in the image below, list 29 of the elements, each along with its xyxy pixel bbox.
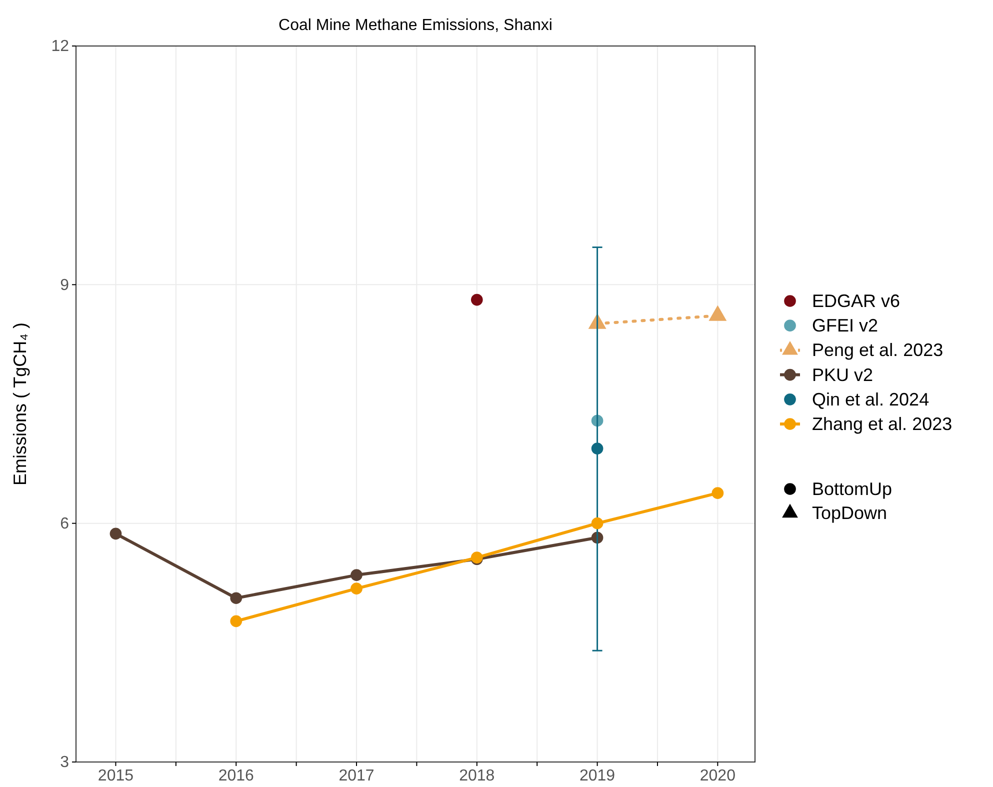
- point: [712, 487, 724, 500]
- point: [350, 569, 362, 581]
- y-axis-title: Emissions ( TgCH₄ ): [10, 322, 30, 486]
- point: [350, 582, 362, 594]
- legend-label: EDGAR v6: [812, 291, 900, 311]
- text: TopDown: [812, 503, 888, 523]
- x-tick-label: 2016: [218, 767, 254, 784]
- point: [110, 528, 122, 540]
- x-tick-label: 2018: [459, 767, 495, 784]
- legend-label: Qin et al. 2024: [812, 389, 930, 410]
- chart-title: Coal Mine Methane Emissions, Shanxi: [278, 17, 552, 34]
- y-tick-label: 12: [51, 38, 70, 56]
- x-tick-label: 2020: [700, 767, 736, 784]
- legend-label: Zhang et al. 2023: [812, 414, 952, 434]
- y-tick-label: 6: [60, 515, 70, 532]
- point: [591, 517, 604, 530]
- point: [591, 442, 604, 454]
- point: [230, 592, 242, 604]
- legend-label: PKU v2: [812, 364, 874, 385]
- y-tick-label: 9: [60, 276, 70, 294]
- x-tick-label: 2017: [338, 767, 374, 784]
- legend-label: Peng et al. 2023: [812, 340, 944, 360]
- x-tick-label: 2019: [579, 767, 616, 784]
- point: [470, 294, 483, 306]
- point: [230, 615, 242, 628]
- text: BottomUp: [812, 479, 892, 499]
- y-tick-label: 3: [60, 754, 70, 772]
- x-tick-label: 2015: [98, 767, 134, 784]
- legend-label: GFEI v2: [812, 316, 878, 336]
